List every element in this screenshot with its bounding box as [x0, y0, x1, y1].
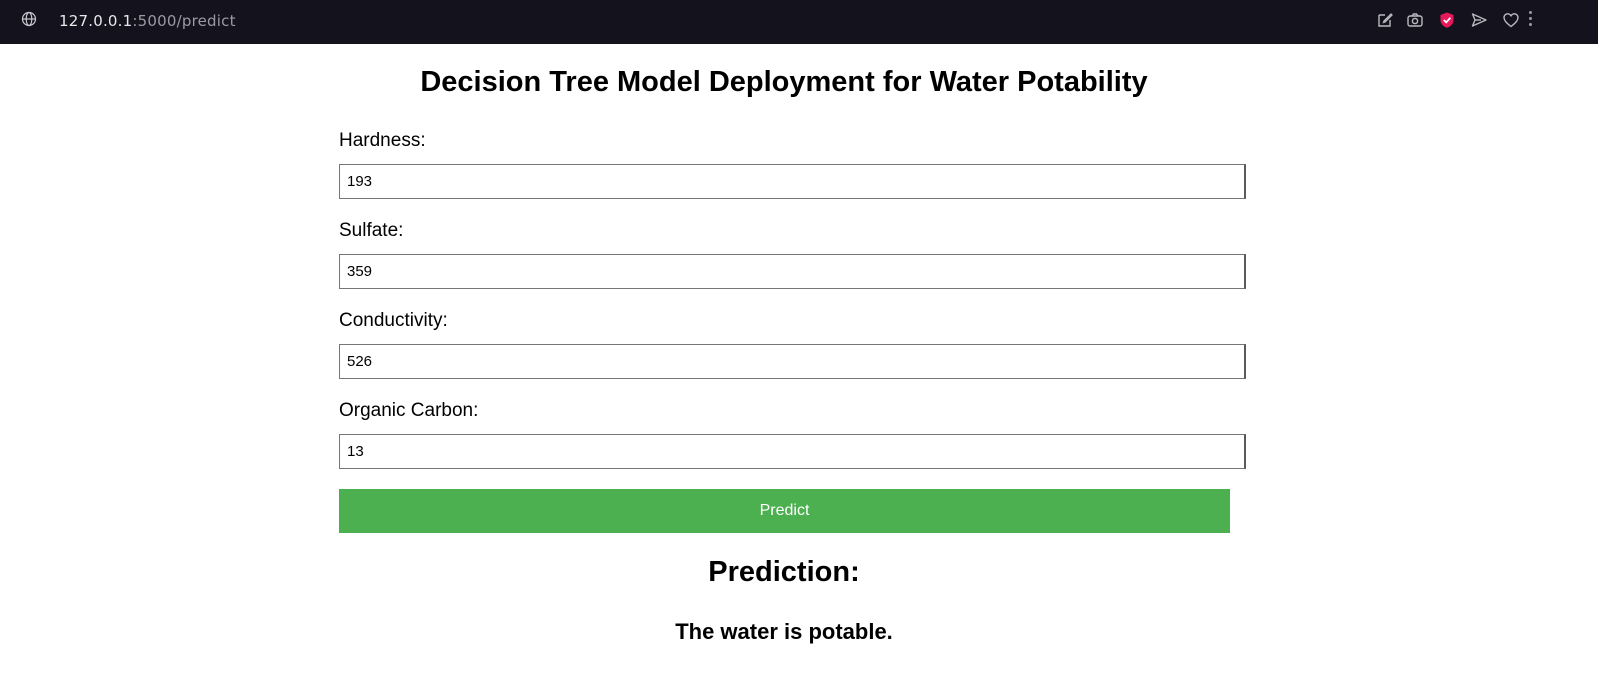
predict-button[interactable]: Predict — [339, 489, 1230, 533]
browser-toolbar: 127.0.0.1:5000/predict — [0, 0, 1598, 44]
sulfate-input[interactable] — [339, 254, 1246, 289]
page-title: Decision Tree Model Deployment for Water… — [420, 66, 1148, 98]
hardness-input[interactable] — [339, 164, 1246, 199]
edit-icon[interactable] — [1376, 11, 1394, 29]
more-icon[interactable] — [1529, 9, 1533, 31]
address-bar[interactable]: 127.0.0.1:5000/predict — [59, 12, 236, 30]
send-icon[interactable] — [1470, 11, 1488, 29]
url-path: :5000/predict — [132, 12, 236, 30]
heart-icon[interactable] — [1502, 11, 1520, 29]
organic-carbon-input[interactable] — [339, 434, 1246, 469]
hardness-label: Hardness: — [339, 130, 426, 151]
url-host: 127.0.0.1 — [59, 12, 133, 30]
conductivity-input[interactable] — [339, 344, 1246, 379]
sulfate-label: Sulfate: — [339, 220, 404, 241]
prediction-heading: Prediction: — [708, 556, 860, 588]
conductivity-label: Conductivity: — [339, 310, 448, 331]
shield-icon[interactable] — [1438, 11, 1456, 29]
globe-icon — [21, 11, 37, 27]
camera-icon[interactable] — [1406, 11, 1424, 29]
organic-carbon-label: Organic Carbon: — [339, 400, 479, 421]
prediction-result: The water is potable. — [675, 619, 893, 644]
